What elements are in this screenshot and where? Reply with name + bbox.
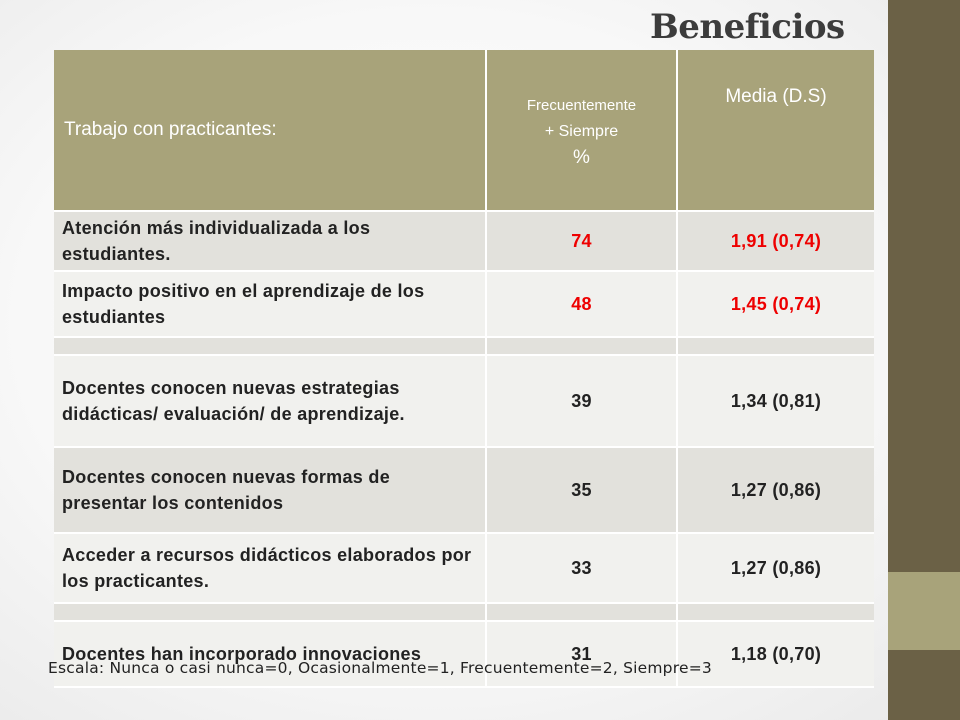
spacer-cell bbox=[486, 603, 678, 622]
row-percent: 74 bbox=[486, 211, 678, 272]
sidebar-accent-block bbox=[888, 572, 960, 650]
row-percent: 39 bbox=[486, 355, 678, 448]
row-label: Docentes conocen nuevas estrategias didá… bbox=[54, 355, 487, 448]
row-mean: 1,34 (0,81) bbox=[677, 355, 874, 448]
spacer-cell bbox=[54, 603, 487, 622]
row-label: Docentes han incorporado innovaciones bbox=[54, 621, 487, 688]
table-row: Docentes han incorporado innovaciones 31… bbox=[54, 621, 874, 688]
spacer-cell bbox=[677, 603, 874, 622]
row-mean: 1,91 (0,74) bbox=[677, 211, 874, 272]
header-percent: Frecuentemente + Siempre % bbox=[486, 50, 678, 212]
row-label: Acceder a recursos didácticos elaborados… bbox=[54, 533, 487, 604]
row-mean: 1,27 (0,86) bbox=[677, 447, 874, 534]
spacer-cell bbox=[54, 337, 487, 356]
table-row: Docentes conocen nuevas estrategias didá… bbox=[54, 355, 874, 448]
table-row: Atención más individualizada a los estud… bbox=[54, 211, 874, 272]
row-label: Docentes conocen nuevas formas de presen… bbox=[54, 447, 487, 534]
row-label: Atención más individualizada a los estud… bbox=[54, 211, 487, 272]
header-percent-line1: Frecuentemente bbox=[526, 97, 637, 114]
spacer-cell bbox=[677, 337, 874, 356]
scale-note: Escala: Nunca o casi nunca=0, Ocasionalm… bbox=[48, 659, 712, 677]
spacer-row bbox=[54, 337, 874, 356]
row-percent: 48 bbox=[486, 271, 678, 338]
row-percent: 33 bbox=[486, 533, 678, 604]
spacer-row bbox=[54, 603, 874, 622]
table-header-row: Trabajo con practicantes: Frecuentemente… bbox=[54, 50, 874, 212]
header-percent-line2: + Siempre bbox=[544, 123, 619, 140]
benefits-table: Trabajo con practicantes: Frecuentemente… bbox=[54, 50, 874, 688]
header-percent-line3: % bbox=[573, 147, 590, 168]
row-label: Impacto positivo en el aprendizaje de lo… bbox=[54, 271, 487, 338]
slide-title: Beneficios bbox=[650, 7, 845, 47]
row-mean: 1,45 (0,74) bbox=[677, 271, 874, 338]
table-row: Docentes conocen nuevas formas de presen… bbox=[54, 447, 874, 534]
row-mean: 1,18 (0,70) bbox=[677, 621, 874, 688]
header-mean: Media (D.S) bbox=[677, 50, 874, 212]
table-row: Impacto positivo en el aprendizaje de lo… bbox=[54, 271, 874, 338]
spacer-cell bbox=[486, 337, 678, 356]
row-percent: 31 bbox=[486, 621, 678, 688]
table-row: Acceder a recursos didácticos elaborados… bbox=[54, 533, 874, 604]
header-item: Trabajo con practicantes: bbox=[54, 50, 487, 212]
row-percent: 35 bbox=[486, 447, 678, 534]
row-mean: 1,27 (0,86) bbox=[677, 533, 874, 604]
